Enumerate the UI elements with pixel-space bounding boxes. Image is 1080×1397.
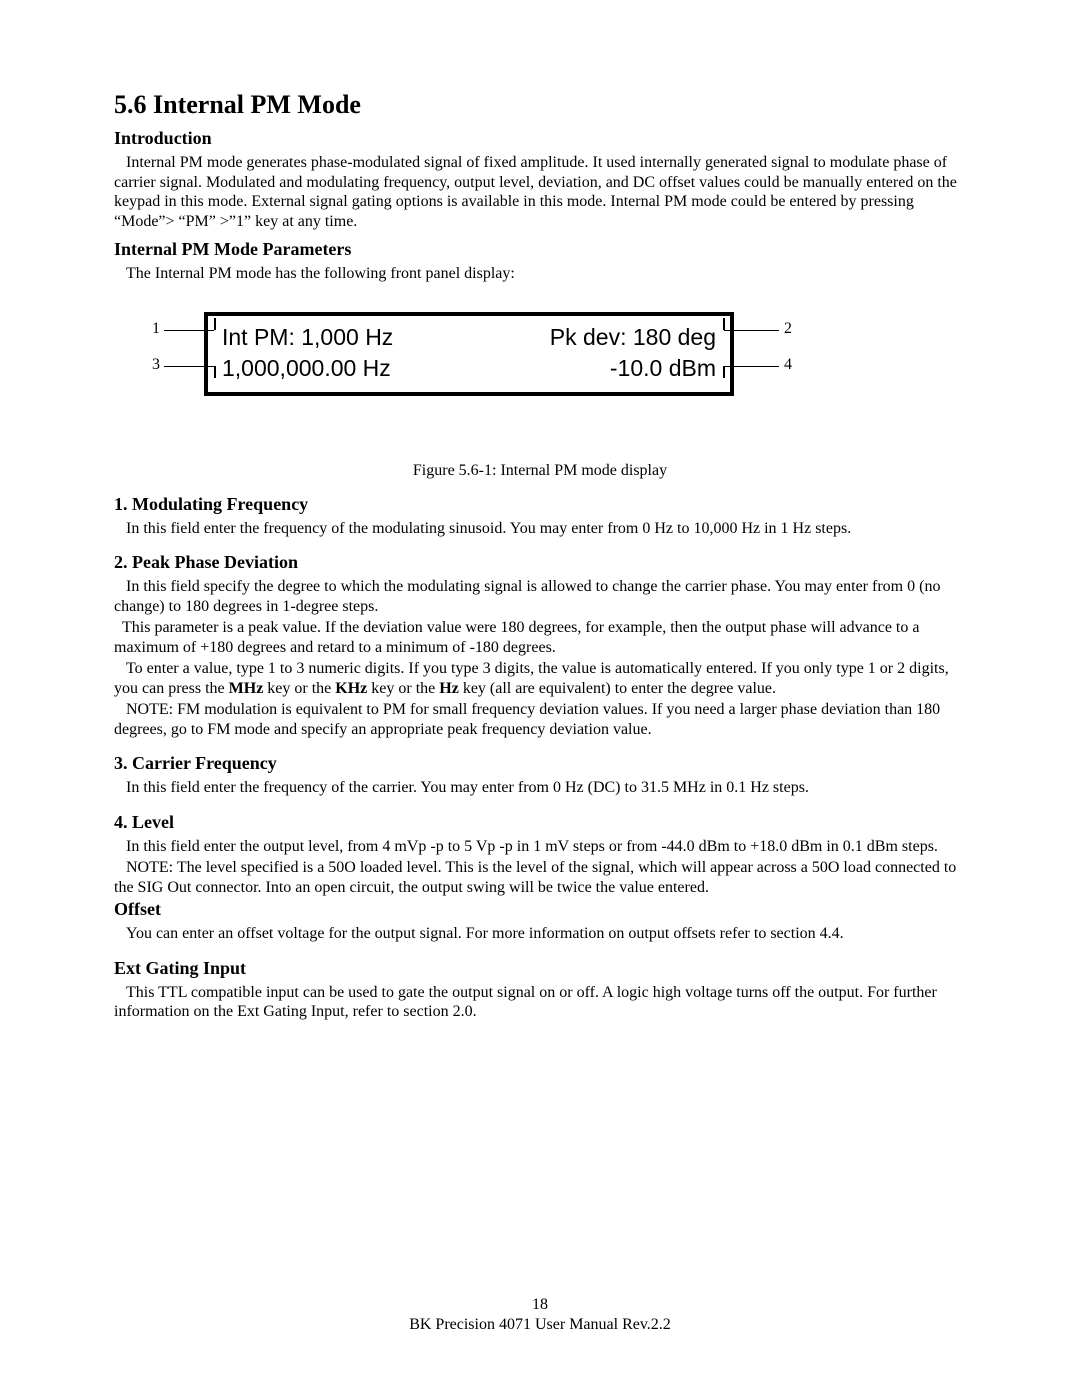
s2-paragraph-4: NOTE: FM modulation is equivalent to PM … <box>114 700 966 739</box>
intro-paragraph: Internal PM mode generates phase-modulat… <box>114 153 966 231</box>
lcd-display: Int PM: 1,000 Hz Pk dev: 180 deg 1,000,0… <box>204 312 734 396</box>
s3-heading: 3. Carrier Frequency <box>114 753 966 774</box>
callout-3: 3 <box>152 356 160 374</box>
params-intro: The Internal PM mode has the following f… <box>114 264 966 284</box>
page: 5.6 Internal PM Mode Introduction Intern… <box>0 0 1080 1022</box>
lcd-carrier-freq: 1,000,000.00 Hz <box>222 353 391 384</box>
s4-paragraph-1: In this field enter the output level, fr… <box>114 837 966 857</box>
offset-paragraph: You can enter an offset voltage for the … <box>114 924 966 944</box>
text-run: key or the <box>367 680 439 697</box>
callout-2: 2 <box>784 320 792 338</box>
s1-heading: 1. Modulating Frequency <box>114 494 966 515</box>
s4-paragraph-2: NOTE: The level specified is a 50O loade… <box>114 858 966 897</box>
offset-heading: Offset <box>114 899 966 920</box>
key-label-khz: KHz <box>335 680 367 697</box>
ext-gating-paragraph: This TTL compatible input can be used to… <box>114 983 966 1022</box>
text-run: key (all are equivalent) to enter the de… <box>459 680 776 697</box>
text-run: key or the <box>263 680 335 697</box>
section-title: 5.6 Internal PM Mode <box>114 90 966 120</box>
lcd-level: -10.0 dBm <box>610 353 716 384</box>
page-footer: 18 BK Precision 4071 User Manual Rev.2.2 <box>0 1295 1080 1335</box>
s1-paragraph: In this field enter the frequency of the… <box>114 519 966 539</box>
lcd-mod-freq: Int PM: 1,000 Hz <box>222 322 393 353</box>
s2-heading: 2. Peak Phase Deviation <box>114 552 966 573</box>
s4-heading: 4. Level <box>114 812 966 833</box>
footer-text: BK Precision 4071 User Manual Rev.2.2 <box>0 1315 1080 1335</box>
page-number: 18 <box>0 1295 1080 1315</box>
callout-1: 1 <box>152 320 160 338</box>
s2-paragraph-1: In this field specify the degree to whic… <box>114 577 966 616</box>
callout-4: 4 <box>784 356 792 374</box>
key-label-mhz: MHz <box>229 680 264 697</box>
key-label-hz: Hz <box>439 680 459 697</box>
s3-paragraph: In this field enter the frequency of the… <box>114 778 966 798</box>
lcd-line-1: Int PM: 1,000 Hz Pk dev: 180 deg <box>222 322 716 353</box>
ext-gating-heading: Ext Gating Input <box>114 958 966 979</box>
lcd-peak-dev: Pk dev: 180 deg <box>550 322 716 353</box>
lcd-line-2: 1,000,000.00 Hz -10.0 dBm <box>222 353 716 384</box>
params-heading: Internal PM Mode Parameters <box>114 239 966 260</box>
intro-heading: Introduction <box>114 128 966 149</box>
s2-paragraph-3: To enter a value, type 1 to 3 numeric di… <box>114 659 966 698</box>
display-figure: 1 3 2 4 Int PM: 1,000 Hz Pk dev: 180 deg… <box>114 312 966 422</box>
s2-paragraph-2: This parameter is a peak value. If the d… <box>114 618 966 657</box>
figure-caption: Figure 5.6-1: Internal PM mode display <box>114 462 966 480</box>
